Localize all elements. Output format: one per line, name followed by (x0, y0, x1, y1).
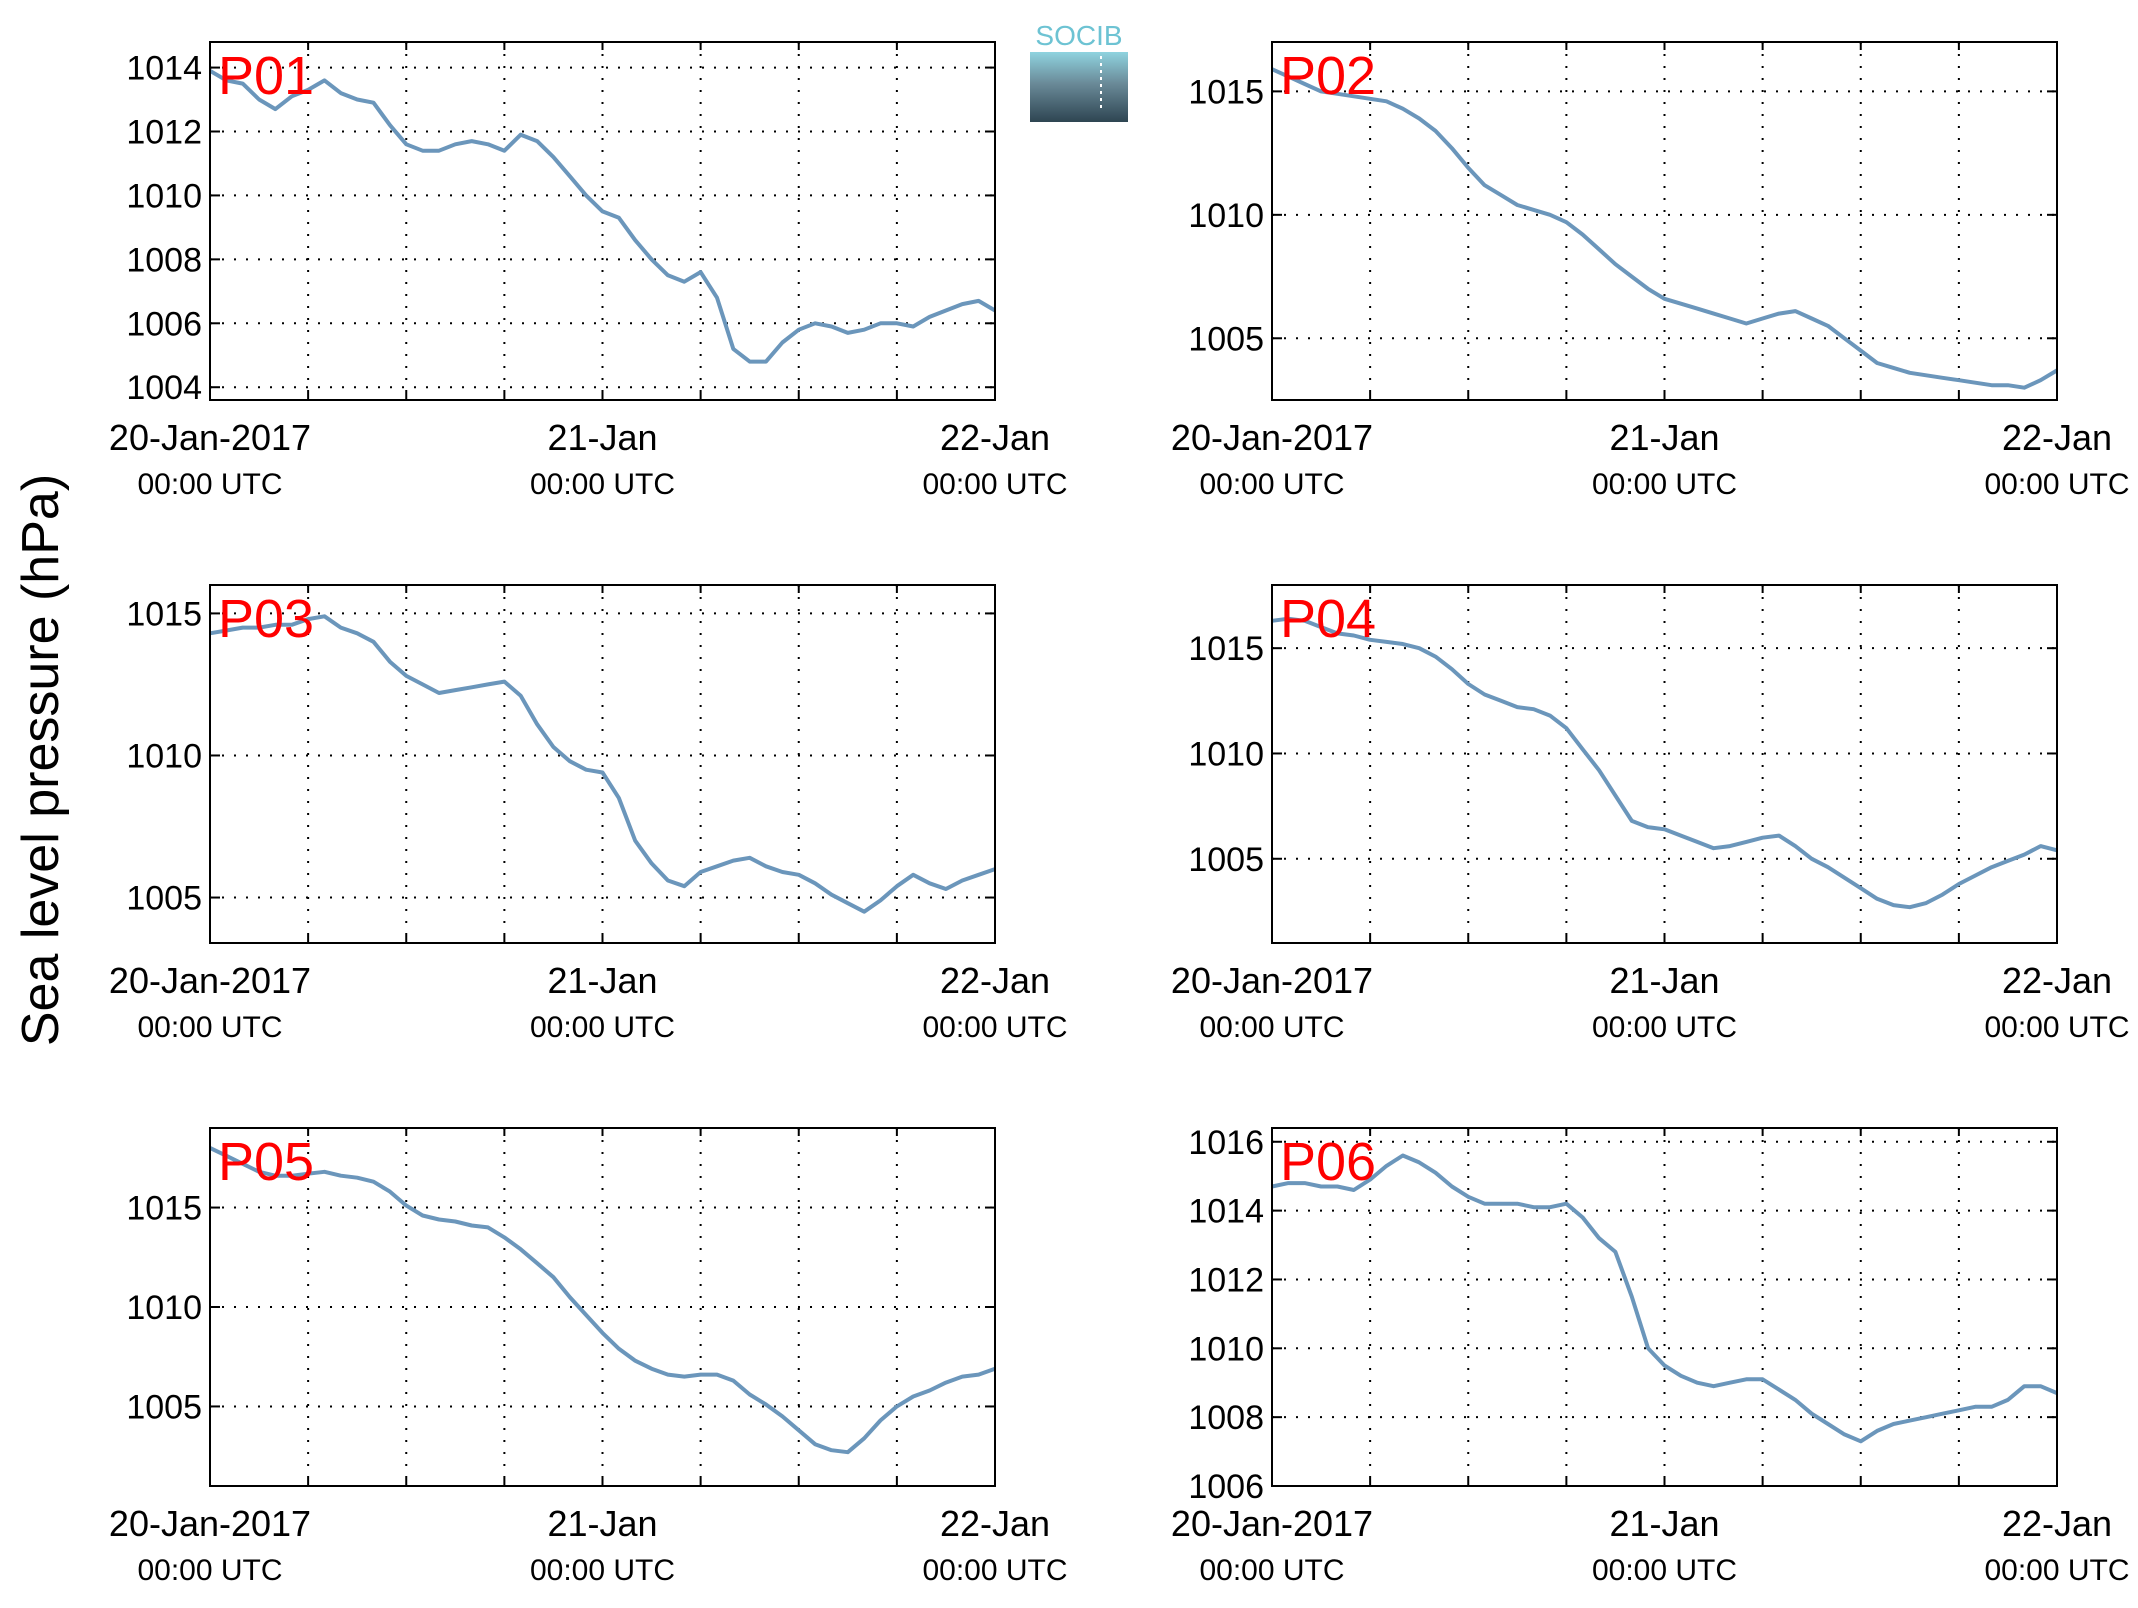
x-tick-sublabel: 00:00 UTC (530, 1011, 675, 1044)
x-tick-sublabel: 00:00 UTC (1199, 1554, 1344, 1587)
y-tick-label: 1010 (1188, 197, 1264, 235)
y-tick-label: 1014 (126, 50, 202, 88)
x-tick-sublabel: 00:00 UTC (922, 1011, 1067, 1044)
x-tick-label: 20-Jan-2017 (109, 960, 311, 1001)
series-line (1271, 1153, 2058, 1444)
series-line (1271, 616, 2058, 910)
x-tick-sublabel: 00:00 UTC (137, 1011, 282, 1044)
x-tick-label: 20-Jan-2017 (1171, 417, 1373, 458)
x-tick-label: 21-Jan (547, 960, 657, 1001)
x-tick-sublabel: 00:00 UTC (1199, 1011, 1344, 1044)
station-label: P01 (218, 46, 314, 106)
series-line (1271, 67, 2059, 390)
x-tick-sublabel: 00:00 UTC (137, 1554, 282, 1587)
panel-p03: 1005 1010 1015 20-Jan-2017 00:00 UTC 21-Jan 00… (109, 584, 1068, 1044)
y-tick-label: 1015 (1188, 73, 1264, 111)
x-tick-sublabel: 00:00 UTC (1984, 1554, 2129, 1587)
station-label: P02 (1280, 46, 1376, 106)
y-tick-label: 1005 (1188, 320, 1264, 358)
axes-frame (1271, 584, 2058, 944)
station-label: P06 (1280, 1132, 1376, 1192)
y-tick-label: 1010 (1188, 735, 1264, 773)
y-tick-label: 1016 (1188, 1124, 1264, 1162)
y-axis-label: Sea level pressure (hPa) (12, 474, 70, 1046)
panel-p02: 1005 1010 1015 20-Jan-2017 00:00 UTC 21-Jan 00… (1171, 41, 2130, 501)
series-line (209, 1146, 996, 1455)
y-tick-label: 1014 (1188, 1193, 1264, 1231)
station-label: P05 (218, 1132, 314, 1192)
x-tick-label: 20-Jan-2017 (1171, 1503, 1373, 1544)
y-tick-label: 1015 (126, 595, 202, 633)
x-tick-label: 21-Jan (1609, 960, 1719, 1001)
x-tick-sublabel: 00:00 UTC (1199, 468, 1344, 501)
y-tick-label: 1005 (126, 1388, 202, 1426)
panel-p01: 1004 1006 1008 1010 1012 1014 20-Jan-2017 00:00… (109, 41, 1068, 501)
x-tick-label: 22-Jan (940, 1503, 1050, 1544)
y-tick-label: 1005 (126, 880, 202, 918)
station-label: P04 (1280, 589, 1376, 649)
x-tick-sublabel: 00:00 UTC (1984, 468, 2129, 501)
x-tick-label: 21-Jan (547, 417, 657, 458)
x-tick-label: 21-Jan (1609, 417, 1719, 458)
y-tick-label: 1006 (126, 305, 202, 343)
x-tick-label: 22-Jan (2002, 417, 2112, 458)
x-tick-sublabel: 00:00 UTC (530, 1554, 675, 1587)
x-tick-sublabel: 00:00 UTC (137, 468, 282, 501)
axes-frame (1271, 41, 2058, 401)
x-tick-label: 20-Jan-2017 (1171, 960, 1373, 1001)
x-tick-sublabel: 00:00 UTC (1592, 1554, 1737, 1587)
y-tick-label: 1004 (126, 369, 202, 407)
y-tick-label: 1006 (1188, 1468, 1264, 1506)
panel-p06: 1006 1008 1010 1012 1014 1016 20-Jan-2017 00:00… (1171, 1124, 2130, 1587)
x-tick-label: 20-Jan-2017 (109, 1503, 311, 1544)
x-tick-label: 21-Jan (1609, 1503, 1719, 1544)
y-tick-label: 1008 (1188, 1399, 1264, 1437)
x-tick-sublabel: 00:00 UTC (1592, 1011, 1737, 1044)
socib-logo: SOCIB (1030, 20, 1128, 122)
x-tick-label: 21-Jan (547, 1503, 657, 1544)
x-tick-label: 22-Jan (940, 417, 1050, 458)
series-line (208, 69, 997, 364)
x-tick-sublabel: 00:00 UTC (1984, 1011, 2129, 1044)
panels-group: 1004 1006 1008 1010 1012 1014 20-Jan-2017 00:00… (109, 41, 2130, 1587)
y-tick-label: 1005 (1188, 841, 1264, 879)
y-tick-label: 1008 (126, 241, 202, 279)
x-tick-label: 20-Jan-2017 (109, 417, 311, 458)
axes-frame (209, 41, 996, 401)
y-tick-label: 1010 (126, 1289, 202, 1327)
axes-frame (209, 1127, 996, 1487)
x-tick-sublabel: 00:00 UTC (922, 1554, 1067, 1587)
axes-frame (209, 584, 996, 944)
x-tick-sublabel: 00:00 UTC (1592, 468, 1737, 501)
x-tick-sublabel: 00:00 UTC (530, 468, 675, 501)
x-tick-sublabel: 00:00 UTC (922, 468, 1067, 501)
y-tick-label: 1012 (126, 114, 202, 152)
panel-p04: 1005 1010 1015 20-Jan-2017 00:00 UTC 21-Jan 00… (1171, 584, 2130, 1044)
y-tick-label: 1010 (126, 737, 202, 775)
station-label: P03 (218, 589, 314, 649)
panel-p05: 1005 1010 1015 20-Jan-2017 00:00 UTC 21-Jan 00… (109, 1127, 1068, 1587)
socib-logo-text: SOCIB (1035, 20, 1122, 51)
y-tick-label: 1010 (1188, 1330, 1264, 1368)
series-line (209, 614, 996, 914)
x-tick-label: 22-Jan (940, 960, 1050, 1001)
y-tick-label: 1015 (126, 1190, 202, 1228)
x-tick-label: 22-Jan (2002, 960, 2112, 1001)
x-tick-label: 22-Jan (2002, 1503, 2112, 1544)
y-tick-label: 1012 (1188, 1261, 1264, 1299)
y-tick-label: 1010 (126, 177, 202, 215)
axes-frame (1271, 1127, 2058, 1487)
y-tick-label: 1015 (1188, 630, 1264, 668)
